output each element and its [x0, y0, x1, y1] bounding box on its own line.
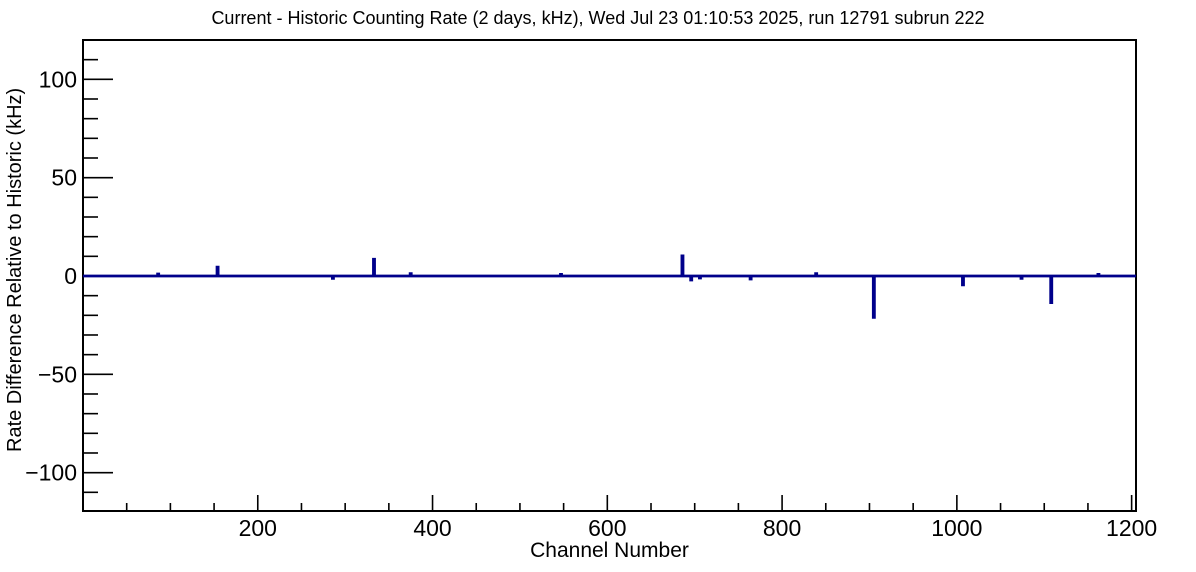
y-tick-label: −100	[25, 460, 77, 486]
x-tick-label: 200	[239, 515, 277, 541]
chart-title: Current - Historic Counting Rate (2 days…	[211, 8, 985, 28]
y-axis-title: Rate Difference Relative to Historic (kH…	[4, 87, 26, 452]
x-axis-title: Channel Number	[530, 539, 689, 562]
x-tick-label: 1200	[1106, 515, 1157, 541]
y-tick-label: 100	[39, 66, 77, 92]
x-tick-label: 1000	[931, 515, 982, 541]
x-tick-label: 600	[588, 515, 626, 541]
x-tick-label: 800	[763, 515, 801, 541]
y-tick-label: −50	[38, 361, 77, 387]
data-series-line	[82, 254, 1137, 319]
y-tick-label: 0	[64, 263, 77, 289]
x-tick-label: 400	[413, 515, 451, 541]
y-tick-label: 50	[51, 165, 77, 191]
